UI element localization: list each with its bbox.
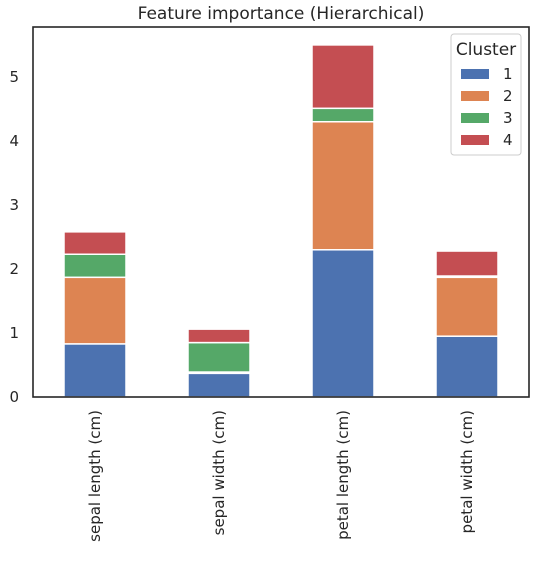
x-tick-label: sepal length (cm) bbox=[86, 410, 104, 542]
y-tick-label: 5 bbox=[9, 68, 19, 86]
bar-3-series-4 bbox=[312, 45, 374, 108]
y-tick-label: 1 bbox=[9, 324, 19, 342]
legend: Cluster 1 2 3 4 bbox=[451, 34, 521, 155]
legend-swatch-3 bbox=[461, 113, 489, 123]
legend-label-1: 1 bbox=[503, 65, 513, 83]
legend-swatch-2 bbox=[461, 91, 489, 101]
bar-3-series-3 bbox=[312, 108, 374, 121]
legend-title: Cluster bbox=[456, 40, 516, 60]
legend-label-2: 2 bbox=[503, 87, 513, 105]
bar-4-series-4 bbox=[436, 251, 498, 276]
y-tick-label: 3 bbox=[9, 196, 19, 214]
bar-2-series-3 bbox=[188, 343, 250, 372]
legend-label-4: 4 bbox=[503, 131, 513, 149]
y-tick-label: 4 bbox=[9, 132, 19, 150]
chart-title: Feature importance (Hierarchical) bbox=[138, 4, 425, 24]
legend-swatch-1 bbox=[461, 69, 489, 79]
legend-swatch-4 bbox=[461, 135, 489, 145]
bar-4-series-1 bbox=[436, 336, 498, 397]
bar-1-series-2 bbox=[64, 277, 126, 344]
bar-1-series-3 bbox=[64, 254, 126, 277]
x-tick-label: petal length (cm) bbox=[334, 410, 352, 540]
bar-1-series-1 bbox=[64, 344, 126, 397]
y-tick-label: 2 bbox=[9, 260, 19, 278]
x-tick-label: sepal width (cm) bbox=[210, 410, 228, 535]
bar-3-series-2 bbox=[312, 122, 374, 250]
x-tick-label: petal width (cm) bbox=[458, 410, 476, 533]
bar-2-series-1 bbox=[188, 373, 250, 397]
bar-3-series-1 bbox=[312, 250, 374, 397]
bar-2-series-4 bbox=[188, 329, 250, 342]
y-tick-label: 0 bbox=[9, 388, 19, 406]
bar-1-series-4 bbox=[64, 232, 126, 254]
bar-4-series-2 bbox=[436, 277, 498, 336]
legend-label-3: 3 bbox=[503, 109, 513, 127]
